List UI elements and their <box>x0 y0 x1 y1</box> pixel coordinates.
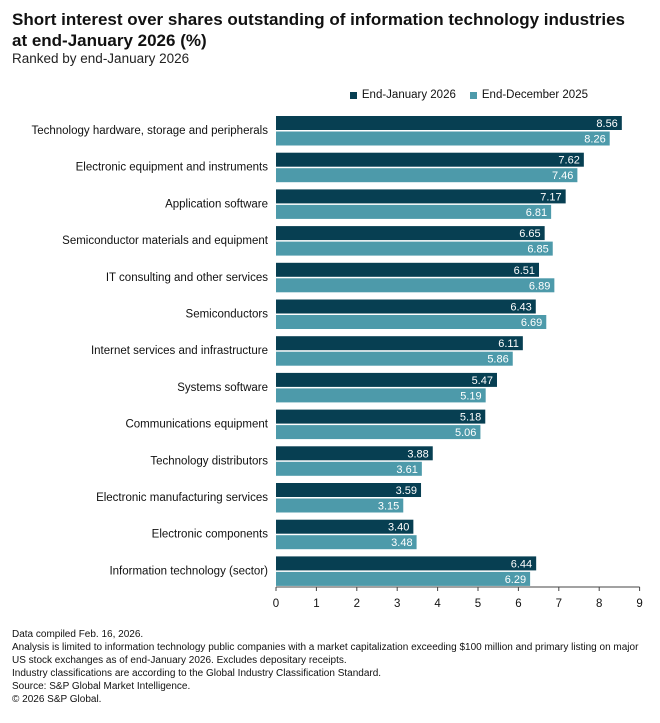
category-label: Electronic components <box>152 529 269 541</box>
data-label: 3.59 <box>396 485 417 497</box>
footer-notes: Data compiled Feb. 16, 2026. Analysis is… <box>12 628 652 706</box>
bar-jan-2026 <box>276 372 497 387</box>
legend: End-January 2026 End-December 2025 <box>349 89 588 101</box>
legend-item-jan: End-January 2026 <box>349 89 456 101</box>
category-label: Information technology (sector) <box>109 565 268 577</box>
data-label: 7.62 <box>558 155 579 167</box>
bar-jan-2026 <box>276 556 537 571</box>
data-label: 5.86 <box>487 354 508 366</box>
data-label: 3.15 <box>378 501 399 513</box>
data-label: 5.47 <box>472 375 493 387</box>
bar-dec-2025 <box>276 315 547 329</box>
bar-jan-2026 <box>276 299 536 314</box>
legend-label-dec: End-December 2025 <box>481 89 588 101</box>
x-tick-label: 9 <box>636 598 642 610</box>
bar-jan-2026 <box>276 189 566 204</box>
x-tick-label: 8 <box>596 598 602 610</box>
bar-dec-2025 <box>276 535 417 550</box>
data-label: 6.51 <box>514 265 535 277</box>
data-label: 7.17 <box>540 191 561 203</box>
category-label: Application software <box>165 198 268 210</box>
category-label: Internet services and infrastructure <box>91 345 268 357</box>
data-label: 6.85 <box>527 244 548 256</box>
data-label: 3.48 <box>391 537 412 549</box>
bar-dec-2025 <box>276 461 422 476</box>
bar-dec-2025 <box>276 278 555 293</box>
legend-label-jan: End-January 2026 <box>361 89 456 101</box>
data-label: 6.44 <box>511 558 532 570</box>
category-label: IT consulting and other services <box>106 272 268 284</box>
category-label: Systems software <box>177 382 268 394</box>
bar-jan-2026 <box>276 226 545 241</box>
data-label: 6.11 <box>498 338 519 350</box>
chart-subtitle: Ranked by end-January 2026 <box>12 51 190 66</box>
bar-dec-2025 <box>276 241 553 256</box>
bar-jan-2026 <box>276 409 486 424</box>
x-tick-label: 5 <box>475 598 481 610</box>
bar-dec-2025 <box>276 131 610 146</box>
bar-dec-2025 <box>276 425 481 440</box>
x-tick-label: 3 <box>394 598 400 610</box>
category-label: Electronic equipment and instruments <box>76 162 269 174</box>
footer-copyright: © 2026 S&P Global. <box>12 694 102 705</box>
x-tick-label: 4 <box>434 598 441 610</box>
category-label: Technology hardware, storage and periphe… <box>31 125 268 137</box>
data-label: 5.19 <box>460 390 481 402</box>
bar-dec-2025 <box>276 498 404 513</box>
data-label: 6.29 <box>505 574 526 586</box>
category-label: Semiconductor materials and equipment <box>62 235 269 247</box>
footer-analysis: Analysis is limited to information techn… <box>12 642 639 666</box>
x-tick-label: 6 <box>515 598 521 610</box>
data-label: 8.56 <box>596 118 617 130</box>
legend-swatch-dec <box>469 91 477 99</box>
bar-dec-2025 <box>276 204 552 219</box>
data-label: 3.40 <box>388 522 409 534</box>
data-label: 7.46 <box>552 170 573 182</box>
data-label: 3.88 <box>407 448 428 460</box>
data-label: 8.26 <box>584 134 605 146</box>
chart-title: Short interest over shares outstanding o… <box>12 10 626 50</box>
x-tick-label: 2 <box>354 598 360 610</box>
bar-chart: Technology hardware, storage and periphe… <box>31 116 643 610</box>
bar-jan-2026 <box>276 446 433 461</box>
x-tick-label: 1 <box>313 598 319 610</box>
bar-dec-2025 <box>276 388 486 403</box>
footer-source: Source: S&P Global Market Intelligence. <box>12 681 191 692</box>
category-label: Semiconductors <box>186 309 269 321</box>
data-label: 3.61 <box>396 464 417 476</box>
data-label: 5.06 <box>455 427 476 439</box>
bar-jan-2026 <box>276 336 523 351</box>
bar-jan-2026 <box>276 483 422 497</box>
footer-classification: Industry classifications are according t… <box>12 668 382 679</box>
x-tick-label: 7 <box>556 598 562 610</box>
bar-jan-2026 <box>276 519 414 534</box>
legend-item-dec: End-December 2025 <box>469 89 588 101</box>
data-label: 6.65 <box>519 228 540 240</box>
footer-compiled: Data compiled Feb. 16, 2026. <box>12 629 144 640</box>
bar-dec-2025 <box>276 351 513 366</box>
category-label: Electronic manufacturing services <box>96 492 268 504</box>
bar-dec-2025 <box>276 571 531 586</box>
bar-jan-2026 <box>276 116 622 130</box>
x-tick-label: 0 <box>273 598 279 610</box>
data-label: 5.18 <box>460 412 481 424</box>
bar-dec-2025 <box>276 168 578 183</box>
bar-jan-2026 <box>276 262 540 277</box>
data-label: 6.81 <box>526 207 547 219</box>
data-label: 6.89 <box>529 280 550 292</box>
legend-swatch-jan <box>349 91 357 99</box>
data-label: 6.43 <box>510 302 531 314</box>
bar-jan-2026 <box>276 152 584 167</box>
data-label: 6.69 <box>521 317 542 329</box>
category-label: Technology distributors <box>150 455 268 467</box>
category-label: Communications equipment <box>125 419 268 431</box>
